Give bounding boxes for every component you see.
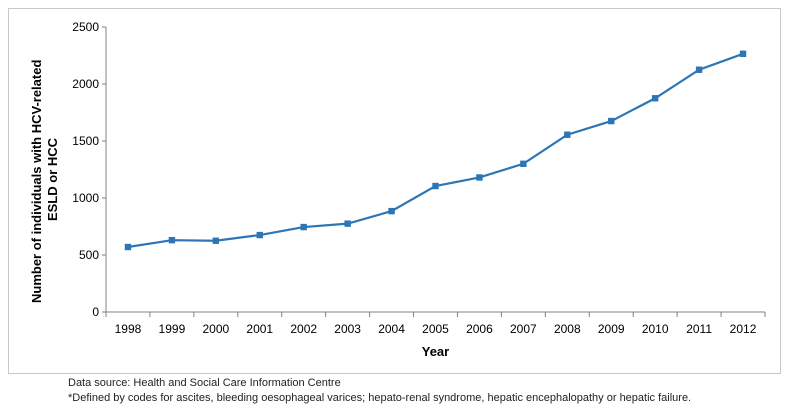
data-point-2012 (739, 50, 747, 57)
x-tick-label: 2003 (334, 322, 361, 336)
data-point-1999 (168, 236, 176, 244)
y-tick-label: 2000 (72, 77, 99, 91)
x-tick-label: 2002 (290, 322, 317, 336)
x-tick-label: 2010 (642, 322, 669, 336)
x-tick-label: 2012 (730, 322, 757, 336)
y-axis: 0 500 1000 1500 2000 2500 (72, 20, 107, 319)
series-plot (124, 50, 747, 251)
x-tick-label: 1999 (159, 322, 186, 336)
x-tick-label: 2007 (510, 322, 537, 336)
y-axis-title-line-2: ESLD or HCC (45, 137, 60, 221)
x-tick-label: 2000 (202, 322, 229, 336)
y-axis-title-line-1: Number of individuals with HCV-related (29, 60, 44, 303)
y-tick-label: 500 (79, 248, 99, 262)
data-point-2004 (388, 207, 395, 215)
x-tick-label: 2006 (466, 322, 493, 336)
x-tick-label: 2005 (422, 322, 449, 336)
x-tick-label: 1998 (115, 322, 142, 336)
data-point-2002 (300, 223, 307, 231)
data-point-2010 (651, 95, 659, 102)
x-axis-title: Year (422, 344, 449, 359)
x-tick-label: 2011 (686, 322, 712, 336)
y-tick-label: 1000 (72, 191, 99, 205)
chart-frame (8, 8, 781, 374)
data-point-2008 (564, 131, 571, 138)
y-tick-label: 1500 (72, 134, 99, 148)
x-tick-label: 2008 (554, 322, 581, 336)
data-point-2005 (432, 182, 439, 190)
data-point-2007 (520, 160, 527, 167)
x-axis: 1998 1999 2000 2001 2002 2003 2004 2005 2006 2007… (105, 311, 766, 336)
data-point-2003 (344, 220, 351, 227)
series-line (127, 52, 744, 249)
definition-footnote: *Defined by codes for ascites, bleeding … (68, 392, 692, 404)
data-point-2006 (476, 174, 483, 181)
data-point-2000 (212, 237, 220, 244)
x-tick-label: 2001 (246, 322, 273, 336)
y-tick-label: 2500 (72, 20, 99, 34)
y-axis-title: Number of individuals with HCV-related E… (29, 56, 60, 303)
data-point-1998 (124, 243, 132, 251)
x-tick-label: 2009 (598, 322, 625, 336)
line-chart: 0 500 1000 1500 2000 2500 1998 1999 2000 2001 200… (29, 20, 766, 359)
data-point-2009 (608, 117, 615, 125)
x-tick-label: 2004 (378, 322, 405, 336)
y-tick-label: 0 (92, 305, 99, 319)
data-point-2001 (256, 231, 263, 239)
data-point-2011 (695, 66, 703, 73)
data-source-note: Data source: Health and Social Care Info… (68, 377, 341, 389)
